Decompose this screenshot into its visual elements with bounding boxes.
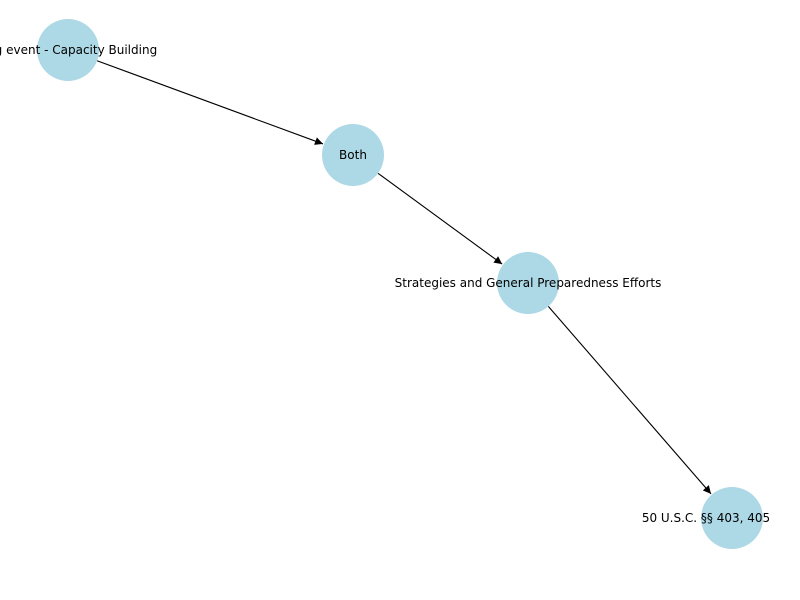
node-both[interactable]: Both (322, 124, 384, 186)
node-circle[interactable] (701, 487, 763, 549)
node-label: Both (339, 148, 367, 162)
edge-arrow (547, 306, 712, 495)
node-circle[interactable] (497, 252, 559, 314)
node-circle[interactable] (37, 19, 99, 81)
node-preparedness-efforts[interactable]: Strategies and General Preparedness Effo… (395, 252, 662, 314)
edge-arrow (377, 172, 503, 265)
node-label: 50 U.S.C. §§ 403, 405 (642, 511, 770, 525)
node-usc-citation[interactable]: 50 U.S.C. §§ 403, 405 (642, 487, 770, 549)
node-capacity-building[interactable]: ring event - Capacity Building (0, 19, 157, 81)
node-label: ring event - Capacity Building (0, 43, 157, 57)
node-label: Strategies and General Preparedness Effo… (395, 276, 662, 290)
edges-layer (96, 60, 712, 495)
node-circle[interactable] (322, 124, 384, 186)
edge-arrow (96, 60, 324, 145)
nodes-layer: ring event - Capacity Building Both Stra… (0, 19, 770, 549)
